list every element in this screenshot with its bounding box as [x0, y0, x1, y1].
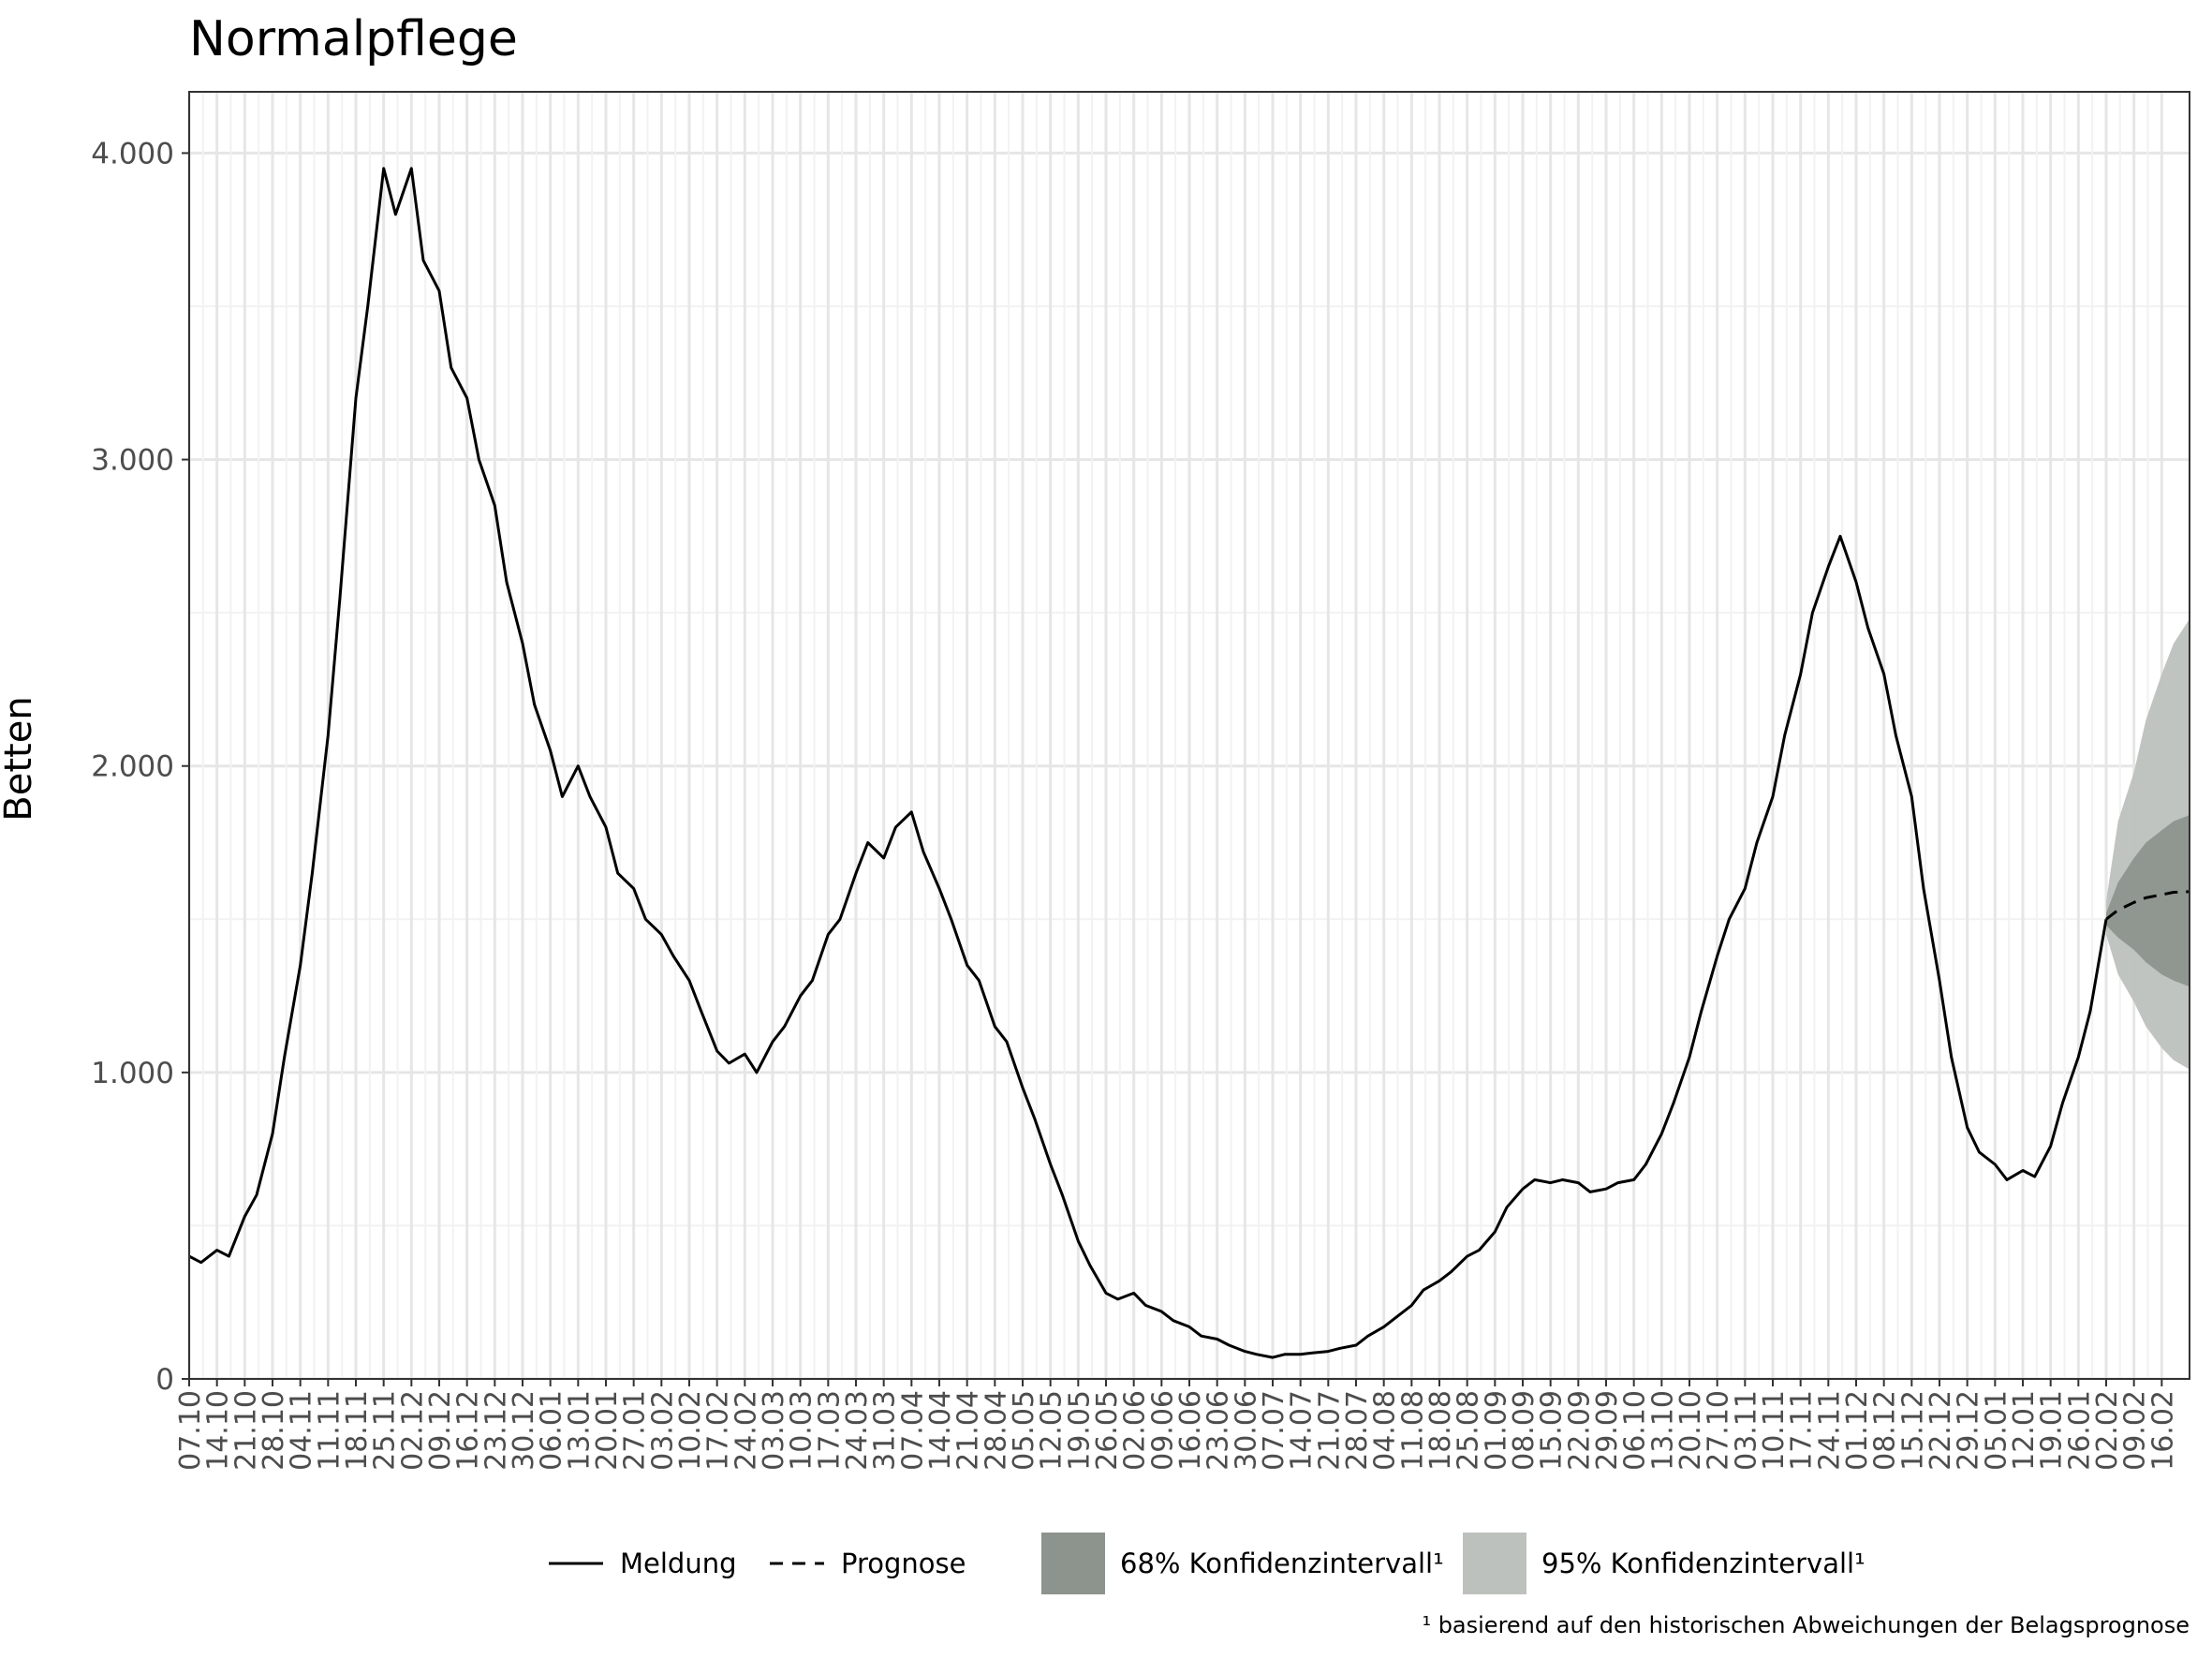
x-tick-label: 07.10 — [174, 1390, 207, 1471]
y-tick-label: 4.000 — [91, 137, 174, 170]
x-tick-label: 21.04 — [952, 1390, 985, 1471]
x-tick-label: 12.01 — [2008, 1390, 2041, 1471]
x-tick-label: 07.04 — [896, 1390, 929, 1471]
x-tick-label: 31.03 — [869, 1390, 902, 1471]
x-tick-label: 08.09 — [1508, 1390, 1541, 1471]
x-tick-label: 13.10 — [1646, 1390, 1679, 1471]
legend-label: Prognose — [841, 1548, 966, 1579]
x-tick-label: 09.06 — [1146, 1390, 1179, 1471]
x-tick-label: 15.09 — [1536, 1390, 1569, 1471]
x-tick-label: 14.10 — [202, 1390, 235, 1471]
x-tick-label: 03.11 — [1730, 1390, 1762, 1471]
x-tick-label: 26.05 — [1091, 1390, 1124, 1471]
x-tick-label: 10.11 — [1758, 1390, 1791, 1471]
x-tick-label: 02.02 — [2091, 1390, 2124, 1471]
x-tick-label: 09.02 — [2119, 1390, 2152, 1471]
x-tick-label: 03.03 — [758, 1390, 790, 1471]
x-tick-label: 17.02 — [702, 1390, 735, 1471]
x-tick-label: 13.01 — [563, 1390, 596, 1471]
y-tick-label: 0 — [155, 1363, 174, 1397]
x-tick-label: 28.07 — [1341, 1390, 1374, 1471]
x-tick-label: 07.07 — [1258, 1390, 1290, 1471]
x-tick-label: 14.04 — [924, 1390, 957, 1471]
x-tick-label: 30.06 — [1230, 1390, 1262, 1471]
x-tick-label: 04.11 — [286, 1390, 318, 1471]
x-tick-label: 24.11 — [1813, 1390, 1846, 1471]
series-line-meldung — [188, 167, 2108, 1359]
x-tick-label: 18.08 — [1424, 1390, 1457, 1471]
x-tick-label: 24.02 — [730, 1390, 762, 1471]
x-tick-label: 19.01 — [2036, 1390, 2069, 1471]
x-tick-label: 01.09 — [1480, 1390, 1512, 1471]
series-layer — [188, 167, 2190, 1359]
x-tick-label: 17.11 — [1786, 1390, 1819, 1471]
x-tick-label: 21.07 — [1313, 1390, 1346, 1471]
series-line-prognose — [2105, 890, 2190, 921]
x-tick-label: 21.10 — [229, 1390, 262, 1471]
x-tick-label: 28.04 — [980, 1390, 1012, 1471]
x-tick-label: 10.03 — [786, 1390, 818, 1471]
x-tick-label: 06.10 — [1619, 1390, 1652, 1471]
x-tick-label: 29.09 — [1591, 1390, 1624, 1471]
x-tick-label: 20.01 — [591, 1390, 624, 1471]
x-tick-label: 27.10 — [1703, 1390, 1735, 1471]
x-tick-label: 28.10 — [258, 1390, 290, 1471]
x-tick-label: 15.12 — [1896, 1390, 1929, 1471]
y-tick-label: 1.000 — [91, 1057, 174, 1090]
x-tick-label: 05.01 — [1980, 1390, 2013, 1471]
x-tick-label: 20.10 — [1674, 1390, 1707, 1471]
legend-label: 68% Konfidenzintervall¹ — [1120, 1548, 1444, 1579]
x-tick-label: 25.08 — [1453, 1390, 1485, 1471]
x-tick-label: 18.11 — [341, 1390, 374, 1471]
dashed-line-key-icon — [770, 1562, 824, 1565]
x-tick-label: 04.08 — [1369, 1390, 1402, 1471]
x-tick-label: 16.06 — [1174, 1390, 1207, 1471]
y-tick-label: 3.000 — [91, 444, 174, 478]
legend-label: Meldung — [620, 1548, 737, 1579]
x-tick-label: 02.06 — [1119, 1390, 1152, 1471]
x-tick-label: 03.02 — [646, 1390, 679, 1471]
x-tick-label: 30.12 — [508, 1390, 540, 1471]
x-tick-label: 17.03 — [813, 1390, 846, 1471]
x-tick-label: 12.05 — [1036, 1390, 1069, 1471]
band-dark-key-icon — [1041, 1533, 1105, 1594]
x-tick-label: 11.11 — [313, 1390, 346, 1471]
x-tick-label: 22.09 — [1563, 1390, 1596, 1471]
x-tick-label: 14.07 — [1286, 1390, 1319, 1471]
grid-layer — [187, 92, 2190, 1381]
x-tick-label: 11.08 — [1396, 1390, 1429, 1471]
axis-layer: 07.1014.1021.1028.1004.1111.1118.1125.11… — [91, 137, 2179, 1470]
footnote: ¹ basierend auf den historischen Abweich… — [1422, 1612, 2190, 1638]
x-tick-label: 24.03 — [841, 1390, 874, 1471]
x-tick-label: 27.01 — [619, 1390, 652, 1471]
x-tick-label: 22.12 — [1924, 1390, 1957, 1471]
chart-title: Normalpflege — [189, 11, 518, 67]
x-tick-label: 19.05 — [1063, 1390, 1096, 1471]
band-light-key-icon — [1463, 1533, 1526, 1594]
x-tick-label: 16.12 — [452, 1390, 485, 1471]
x-tick-label: 01.12 — [1841, 1390, 1874, 1471]
band-layer — [2106, 618, 2190, 1070]
legend-label: 95% Konfidenzintervall¹ — [1541, 1548, 1865, 1579]
solid-line-key-icon — [549, 1562, 603, 1565]
legend-item-95-ci: 95% Konfidenzintervall¹ — [1463, 1533, 1865, 1594]
y-tick-label: 2.000 — [91, 750, 174, 784]
x-tick-label: 29.12 — [1953, 1390, 1985, 1471]
x-tick-label: 23.12 — [479, 1390, 512, 1471]
x-tick-label: 23.06 — [1202, 1390, 1235, 1471]
x-tick-label: 06.01 — [536, 1390, 568, 1471]
x-tick-label: 16.02 — [2146, 1390, 2179, 1471]
x-tick-label: 25.11 — [369, 1390, 402, 1471]
x-tick-label: 02.12 — [396, 1390, 429, 1471]
x-tick-label: 10.02 — [674, 1390, 707, 1471]
x-tick-label: 26.01 — [2063, 1390, 2096, 1471]
x-tick-label: 08.12 — [1869, 1390, 1902, 1471]
legend-item-68-ci: 68% Konfidenzintervall¹ — [1041, 1533, 1444, 1594]
legend-item-meldung: Meldung — [547, 1534, 737, 1592]
x-tick-label: 05.05 — [1008, 1390, 1040, 1471]
legend-item-prognose: Prognose — [768, 1534, 966, 1592]
x-tick-label: 09.12 — [424, 1390, 457, 1471]
confidence-band-68 — [2106, 815, 2190, 987]
